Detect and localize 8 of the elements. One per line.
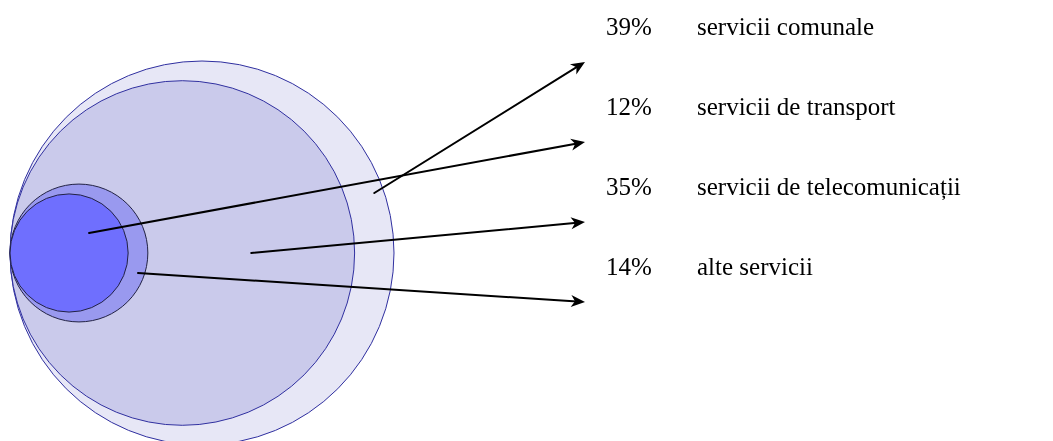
category-label: servicii de transport: [697, 92, 896, 120]
data-label: 14%: [606, 252, 652, 280]
data-label: 39%: [606, 12, 652, 40]
category-label: alte servicii: [697, 252, 813, 280]
category-label: servicii comunale: [697, 12, 875, 40]
data-label: 35%: [606, 172, 652, 200]
data-label: 12%: [606, 92, 652, 120]
category-label: servicii de telecomunicații: [697, 172, 961, 201]
